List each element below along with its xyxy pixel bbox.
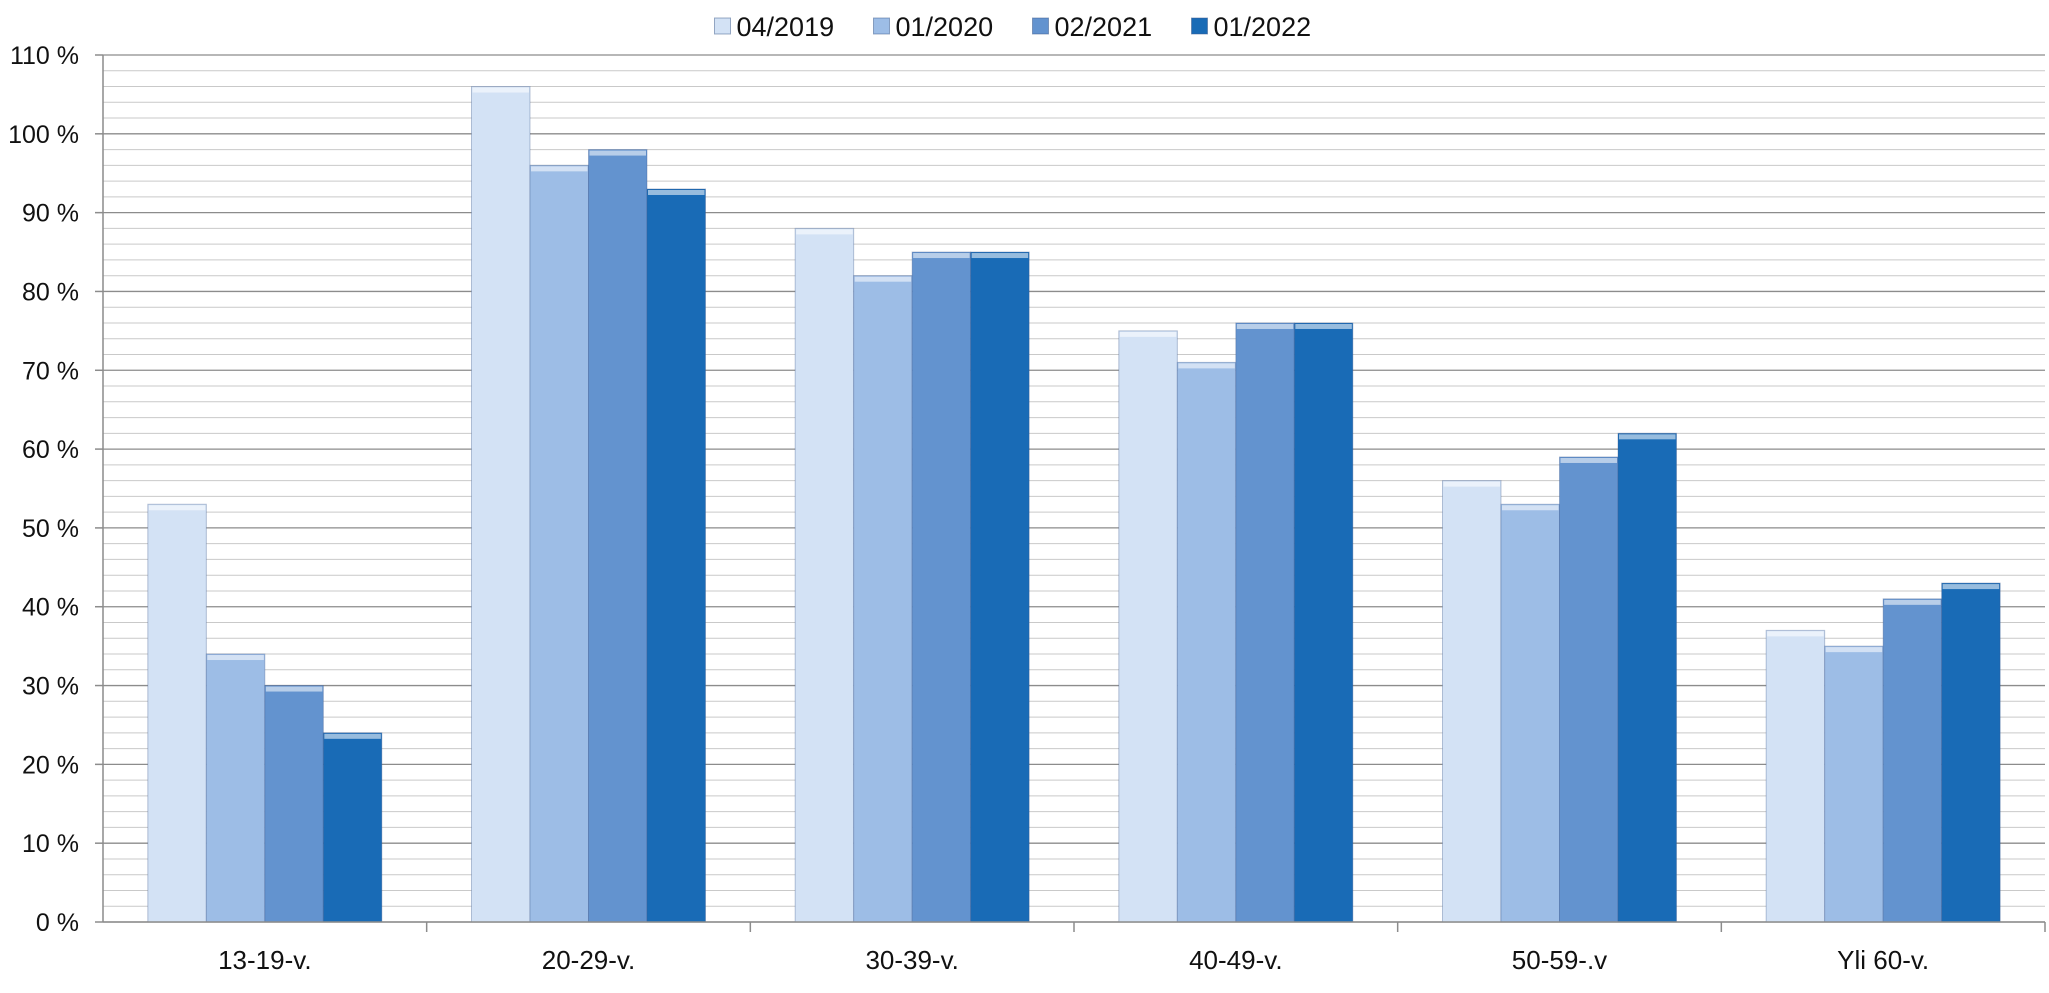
x-category-label: 50-59-.v xyxy=(1512,945,1607,975)
bar xyxy=(1617,432,1677,923)
bar xyxy=(911,251,972,923)
legend-label: 01/2020 xyxy=(896,12,994,42)
bar xyxy=(529,164,589,923)
legend-label: 01/2022 xyxy=(1214,12,1312,42)
bar-highlight xyxy=(648,189,705,195)
y-tick-label: 30 % xyxy=(22,673,79,701)
bar xyxy=(970,251,1030,923)
y-tick-label: 100 % xyxy=(8,121,79,149)
bars xyxy=(147,86,2001,923)
y-tick-label: 10 % xyxy=(22,830,79,858)
bar xyxy=(1765,629,1826,923)
bar xyxy=(1235,322,1295,923)
bar xyxy=(1882,598,1943,923)
y-tick-label: 50 % xyxy=(22,515,79,543)
bar xyxy=(1941,582,2001,923)
bar-highlight xyxy=(1295,323,1352,329)
bar-highlight xyxy=(1236,323,1294,329)
bar xyxy=(646,188,706,923)
bar xyxy=(1176,361,1237,923)
bar-highlight xyxy=(913,253,970,259)
x-category-label: Yli 60-v. xyxy=(1837,945,1929,975)
bar-highlight xyxy=(324,733,381,739)
bar xyxy=(264,685,324,923)
y-tick-label: 0 % xyxy=(36,909,79,937)
bar-highlight xyxy=(1178,363,1235,369)
bar xyxy=(205,653,266,923)
bar-highlight xyxy=(1767,631,1824,637)
y-tick-label: 20 % xyxy=(22,751,79,779)
y-tick-label: 110 % xyxy=(10,42,79,70)
bar xyxy=(1500,503,1560,923)
y-tick-label: 80 % xyxy=(22,278,79,306)
y-axis: 0 % 10 % 20 % 30 % 40 % 50 % 60 % 70 % 80 % 90 % 1… xyxy=(8,42,104,937)
bar-highlight xyxy=(472,87,529,93)
bar xyxy=(1293,322,1354,923)
bar xyxy=(1442,480,1502,923)
bar-highlight xyxy=(1884,599,1941,605)
bar xyxy=(853,275,913,923)
bar-highlight xyxy=(1443,481,1500,487)
bar xyxy=(588,149,648,923)
bar-highlight xyxy=(796,229,853,235)
legend-label: 02/2021 xyxy=(1055,12,1153,42)
legend-swatch xyxy=(873,17,890,35)
bar-highlight xyxy=(589,150,646,156)
legend-swatch xyxy=(1191,17,1208,35)
legend-swatch xyxy=(714,17,731,35)
bar-highlight xyxy=(1560,457,1617,463)
x-category-label: 40-49-v. xyxy=(1189,945,1282,975)
legend-swatch xyxy=(1032,17,1049,35)
bar xyxy=(1824,645,1884,923)
bar xyxy=(471,86,531,923)
bar-highlight xyxy=(1619,434,1676,440)
grid-lines xyxy=(103,54,2045,923)
y-tick-label: 90 % xyxy=(22,200,79,228)
legend-label: 04/2019 xyxy=(737,12,835,42)
y-tick-label: 70 % xyxy=(22,357,79,385)
bar-highlight xyxy=(148,505,206,511)
bar-highlight xyxy=(1942,584,2000,590)
bar-highlight xyxy=(207,655,264,661)
bar xyxy=(1559,456,1619,923)
bar-highlight xyxy=(854,276,912,282)
y-tick-label: 40 % xyxy=(22,594,79,622)
x-category-label: 13-19-v. xyxy=(218,945,311,975)
bar-highlight xyxy=(971,253,1029,259)
bar xyxy=(322,732,383,923)
bar-highlight xyxy=(1825,647,1883,653)
bar xyxy=(794,227,855,923)
bar-highlight xyxy=(265,686,323,692)
y-tick-label: 60 % xyxy=(22,436,79,464)
bar-highlight xyxy=(1502,505,1559,511)
x-category-label: 30-39-v. xyxy=(865,945,958,975)
bar-highlight xyxy=(531,166,588,172)
bar xyxy=(147,503,207,923)
x-axis: 13-19-v. 20-29-v. 30-39-v. 40-49-v. 50-59-.v… xyxy=(103,921,2046,975)
bar xyxy=(1118,330,1178,923)
x-category-label: 20-29-v. xyxy=(542,945,635,975)
bar-highlight xyxy=(1119,331,1177,337)
legend: 04/2019 01/2020 02/2021 01/2022 xyxy=(714,12,1312,42)
